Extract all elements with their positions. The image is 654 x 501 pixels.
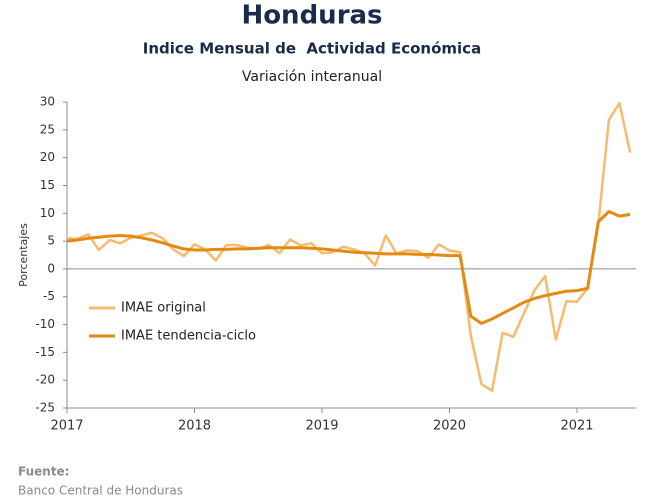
legend-label: IMAE original: [121, 301, 206, 316]
legend-label: IMAE tendencia-ciclo: [121, 329, 256, 344]
y-tick-label: 5: [47, 234, 55, 248]
y-tick-label: 25: [40, 122, 55, 136]
x-tick-label: 2017: [50, 419, 83, 434]
chart-caption: Variación interanual: [242, 69, 382, 85]
y-tick-label: -5: [43, 289, 55, 303]
x-tick-label: 2019: [305, 419, 338, 434]
x-tick-label: 2020: [433, 419, 466, 434]
x-tick-label: 2021: [560, 419, 593, 434]
x-tick-label: 2018: [178, 419, 211, 434]
y-axis-label: Porcentajes: [17, 223, 30, 287]
y-tick-label: -25: [35, 401, 55, 415]
y-tick-label: 15: [40, 178, 55, 192]
source-label: Fuente:: [18, 465, 70, 479]
series-line: [66, 210, 631, 325]
chart-subtitle: Indice Mensual de Actividad Económica: [143, 40, 481, 58]
series-line: [66, 101, 632, 393]
y-tick-label: 10: [40, 206, 55, 220]
source-text: Banco Central de Honduras: [18, 484, 183, 498]
y-tick-label: -20: [35, 373, 55, 387]
y-tick-label: -15: [35, 345, 55, 359]
y-tick-label: 30: [40, 95, 55, 109]
y-tick-label: 0: [47, 261, 55, 275]
y-tick-label: 20: [40, 150, 55, 164]
chart-title: Honduras: [241, 1, 382, 31]
y-tick-label: -10: [35, 317, 55, 331]
